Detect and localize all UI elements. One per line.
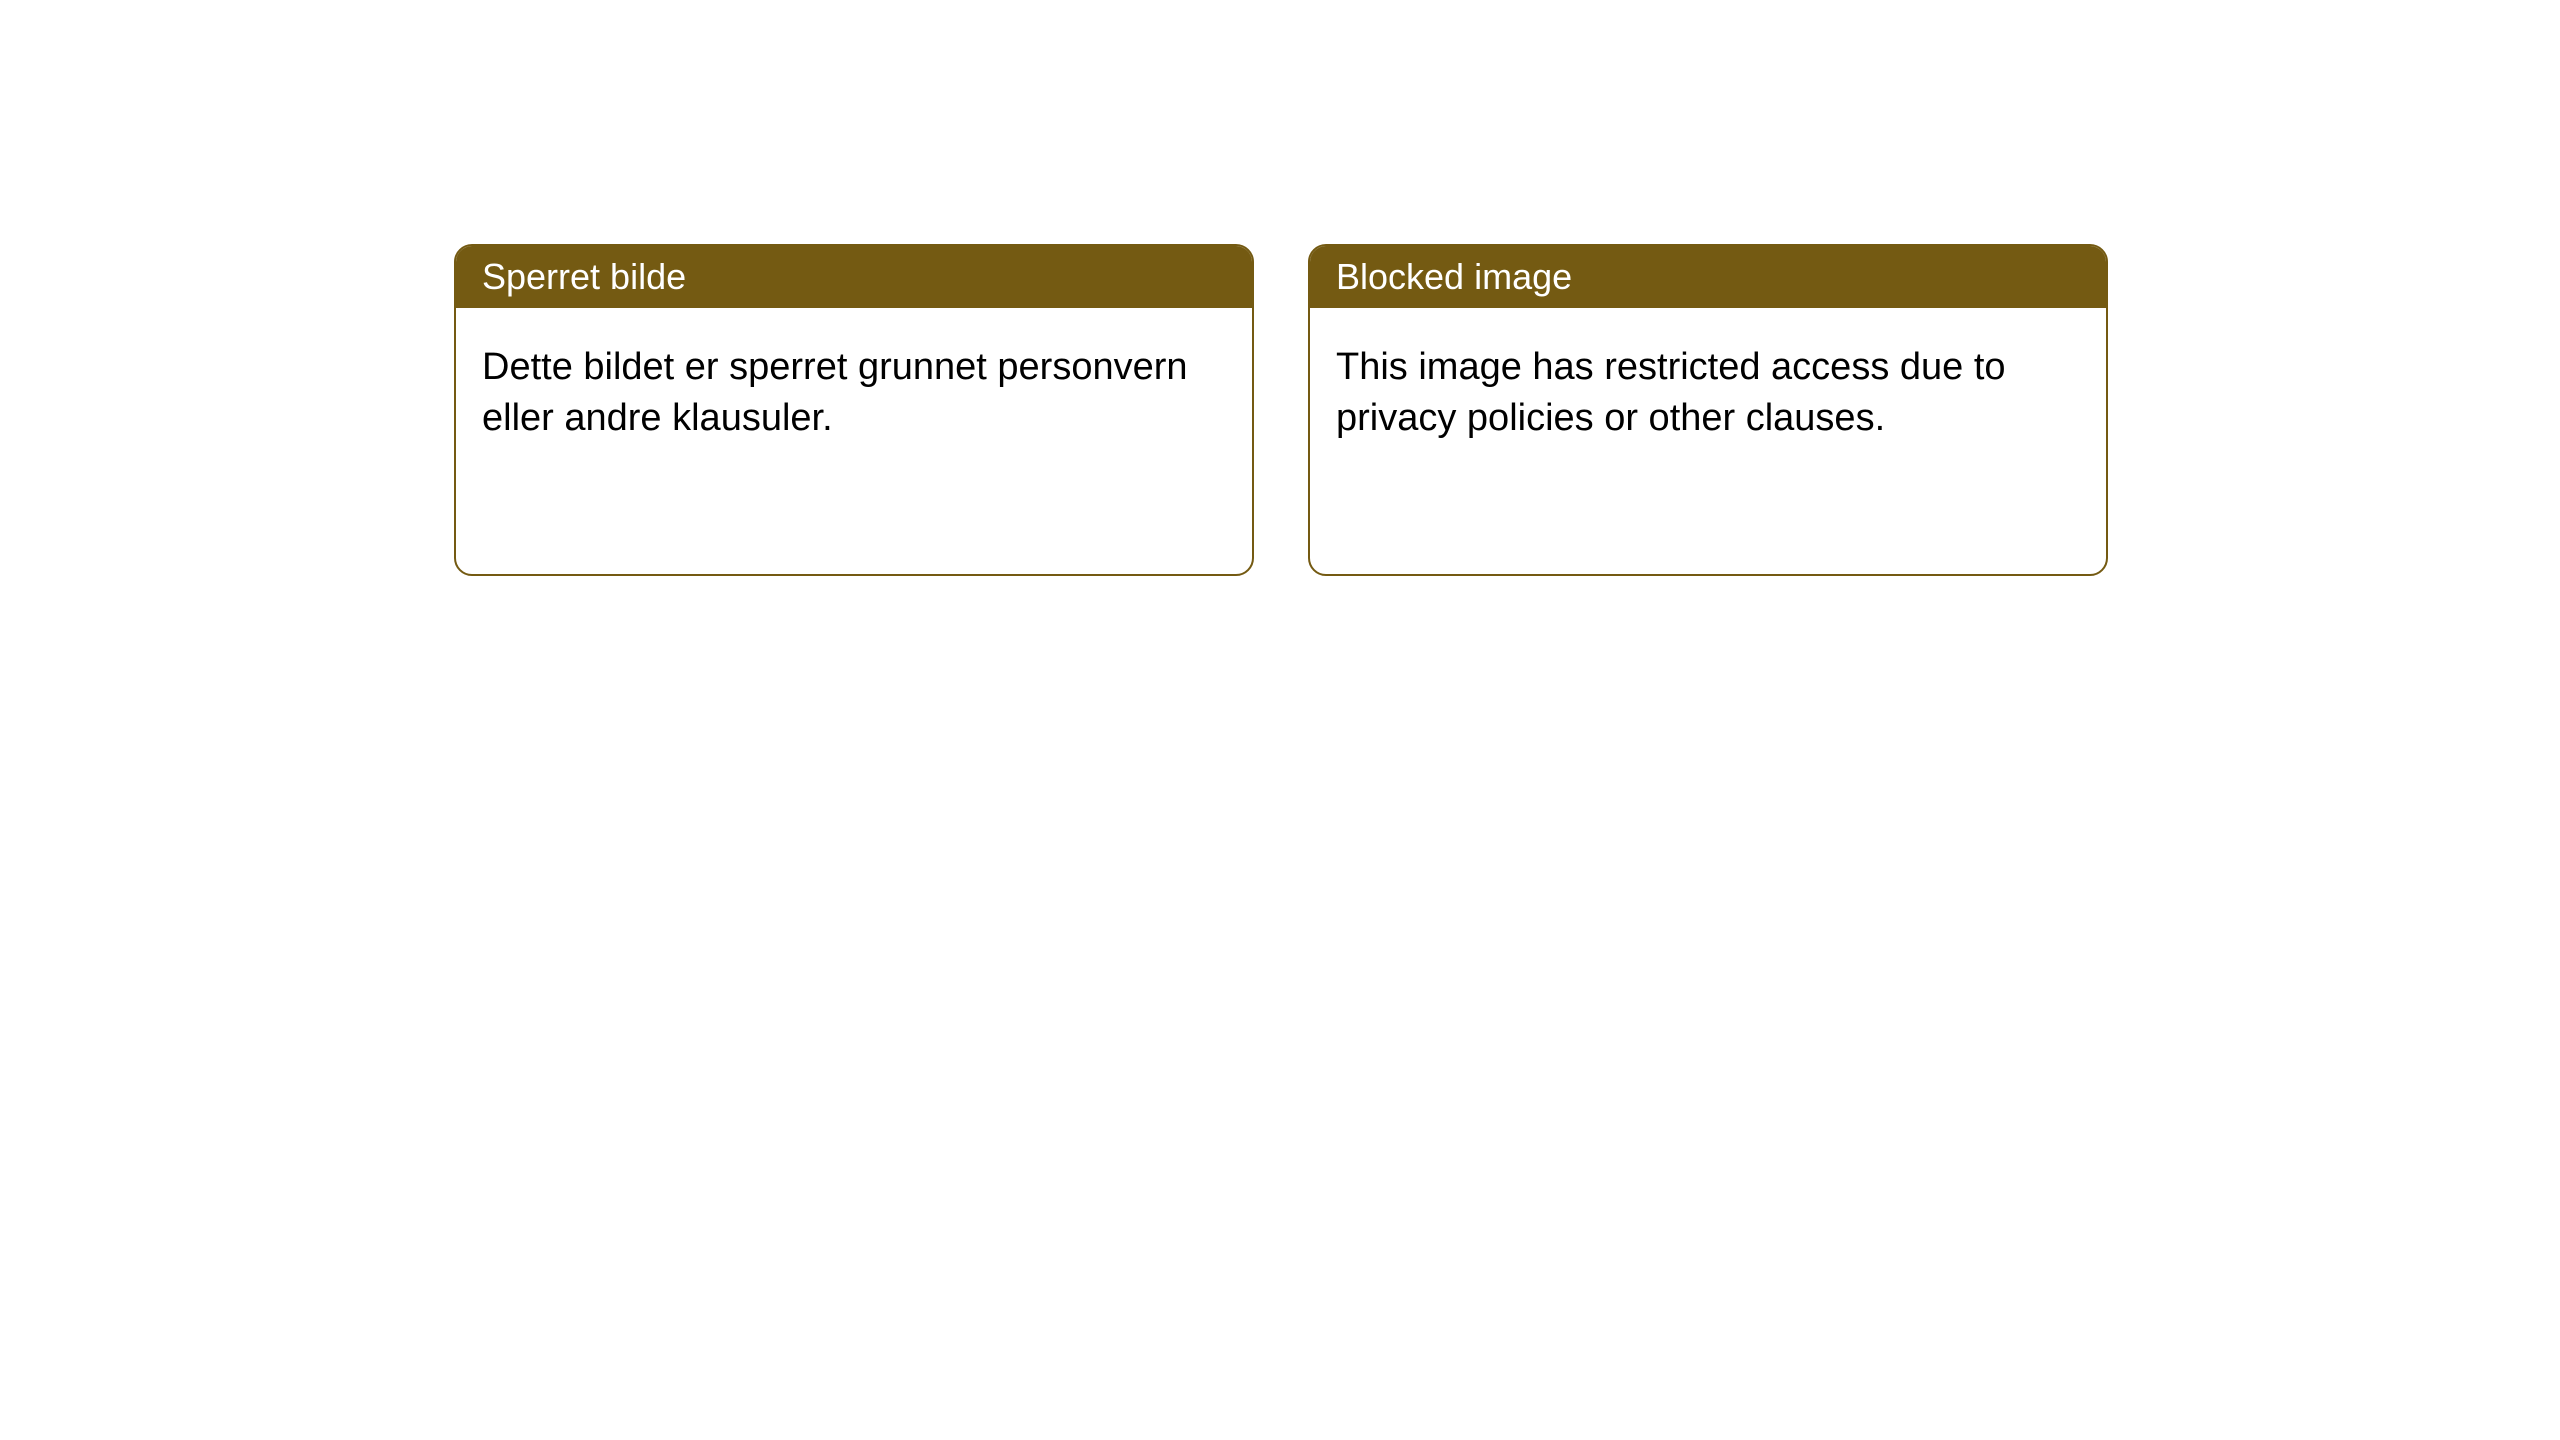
card-title: Blocked image xyxy=(1336,256,1572,297)
blocked-image-card-norwegian: Sperret bilde Dette bildet er sperret gr… xyxy=(454,244,1254,576)
card-header: Blocked image xyxy=(1310,246,2106,308)
card-title: Sperret bilde xyxy=(482,256,686,297)
card-header: Sperret bilde xyxy=(456,246,1252,308)
card-message: This image has restricted access due to … xyxy=(1336,346,2006,439)
blocked-image-card-english: Blocked image This image has restricted … xyxy=(1308,244,2108,576)
card-body: Dette bildet er sperret grunnet personve… xyxy=(456,308,1252,479)
notice-container: Sperret bilde Dette bildet er sperret gr… xyxy=(0,0,2560,576)
card-body: This image has restricted access due to … xyxy=(1310,308,2106,479)
card-message: Dette bildet er sperret grunnet personve… xyxy=(482,346,1188,439)
